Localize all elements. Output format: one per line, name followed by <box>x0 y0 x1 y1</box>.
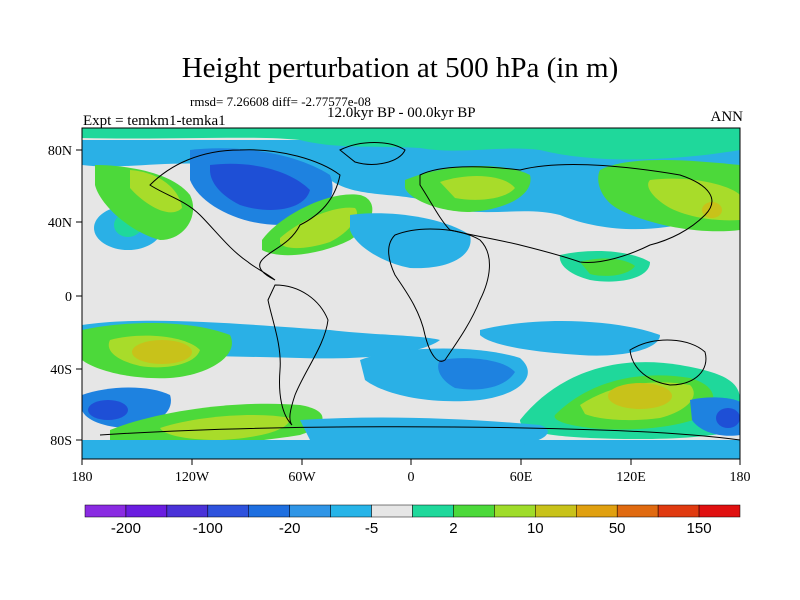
lon-label-60w: 60W <box>288 470 316 485</box>
south-america-coast <box>267 284 329 426</box>
south-indian-high-peak <box>608 383 672 409</box>
colorbar-swatch-4 <box>207 504 249 518</box>
lon-label-120e: 120E <box>616 470 646 485</box>
map-title: Height perturbation at 500 hPa (in m) <box>181 52 619 84</box>
colorbar-swatch-16 <box>698 504 741 518</box>
colorbar-swatch-14 <box>616 504 659 518</box>
colorbar-swatch-11 <box>494 504 536 518</box>
atlantic-high-core <box>280 207 358 249</box>
australia-coast <box>629 339 707 386</box>
season-label: ANN <box>710 109 744 125</box>
north-pacific-high-core <box>130 170 182 213</box>
rmsd-diff-stats: rmsd= 7.26608 diff= -2.77577e-08 <box>190 94 371 109</box>
colorbar-label: 50 <box>609 520 626 537</box>
eurasia-coast <box>419 164 713 264</box>
south-pacific-high-peak <box>132 340 192 364</box>
colorbar-label: -20 <box>279 520 301 537</box>
north-pacific-high <box>95 165 194 240</box>
colorbar-swatch-3 <box>166 504 209 518</box>
colorbar-swatch-10 <box>453 504 495 518</box>
colorbar-swatch-1 <box>84 504 127 518</box>
colorbar-swatch-15 <box>657 504 700 518</box>
lon-label-120w: 120W <box>175 470 210 485</box>
north-america-coast <box>149 149 341 281</box>
experiment-label: Expt = temkm1-temka1 <box>83 113 226 129</box>
southern-ocean-high-core <box>160 415 290 440</box>
antarctic-band-upper <box>300 417 548 449</box>
coastlines <box>99 142 740 441</box>
greenland-coast <box>339 142 406 165</box>
contour-field <box>82 128 740 459</box>
lat-label-80s: 80S <box>50 434 72 449</box>
lat-label-0: 0 <box>65 290 72 305</box>
colorbar-swatch-12 <box>535 504 577 518</box>
colorbar-label: 150 <box>687 520 712 537</box>
colorbar-label: -200 <box>111 520 141 537</box>
latitude-labels: 80N 40N 0 40S 80S <box>48 144 72 449</box>
colorbar-label: 2 <box>449 520 457 537</box>
indian-ocean-low <box>480 320 660 356</box>
lat-label-80n: 80N <box>48 144 72 159</box>
colorbar-swatch-13 <box>576 504 618 518</box>
lon-label-180e: 180 <box>730 470 751 485</box>
lat-label-40s: 40S <box>50 363 72 378</box>
south-asia-positive-core <box>580 258 635 276</box>
axis-ticks <box>76 149 741 465</box>
africa-coast <box>388 228 490 362</box>
colorbar: -200 -100 -20 -5 2 10 50 150 <box>84 504 741 537</box>
colorbar-swatch-7 <box>330 504 372 518</box>
europe-high-core <box>440 176 515 200</box>
colorbar-swatch-6 <box>289 504 331 518</box>
arctic-band <box>82 128 740 160</box>
tasman-low-core <box>716 408 740 428</box>
mid-atlantic-low <box>350 213 471 269</box>
lat-label-40n: 40N <box>48 216 72 231</box>
longitude-labels: 180 120W 60W 0 60E 120E 180 <box>72 470 751 485</box>
antarctica-coast <box>99 426 740 441</box>
lon-label-0: 0 <box>408 470 415 485</box>
north-america-low-core <box>210 163 310 210</box>
antarctic-band <box>82 440 740 459</box>
period-label: 12.0kyr BP - 00.0kyr BP <box>327 105 476 121</box>
colorbar-label: 10 <box>527 520 544 537</box>
lon-label-60e: 60E <box>510 470 533 485</box>
south-pacific-low-west-core <box>88 400 128 420</box>
colorbar-label: -100 <box>193 520 223 537</box>
east-asia-high-peak <box>702 202 722 218</box>
colorbar-swatch-9 <box>412 504 454 518</box>
colorbar-swatch-8 <box>371 504 413 518</box>
colorbar-swatch-5 <box>248 504 290 518</box>
south-atlantic-low-core <box>438 358 515 390</box>
colorbar-label: -5 <box>365 520 378 537</box>
colorbar-swatch-2 <box>125 504 168 518</box>
lon-label-180w: 180 <box>72 470 93 485</box>
